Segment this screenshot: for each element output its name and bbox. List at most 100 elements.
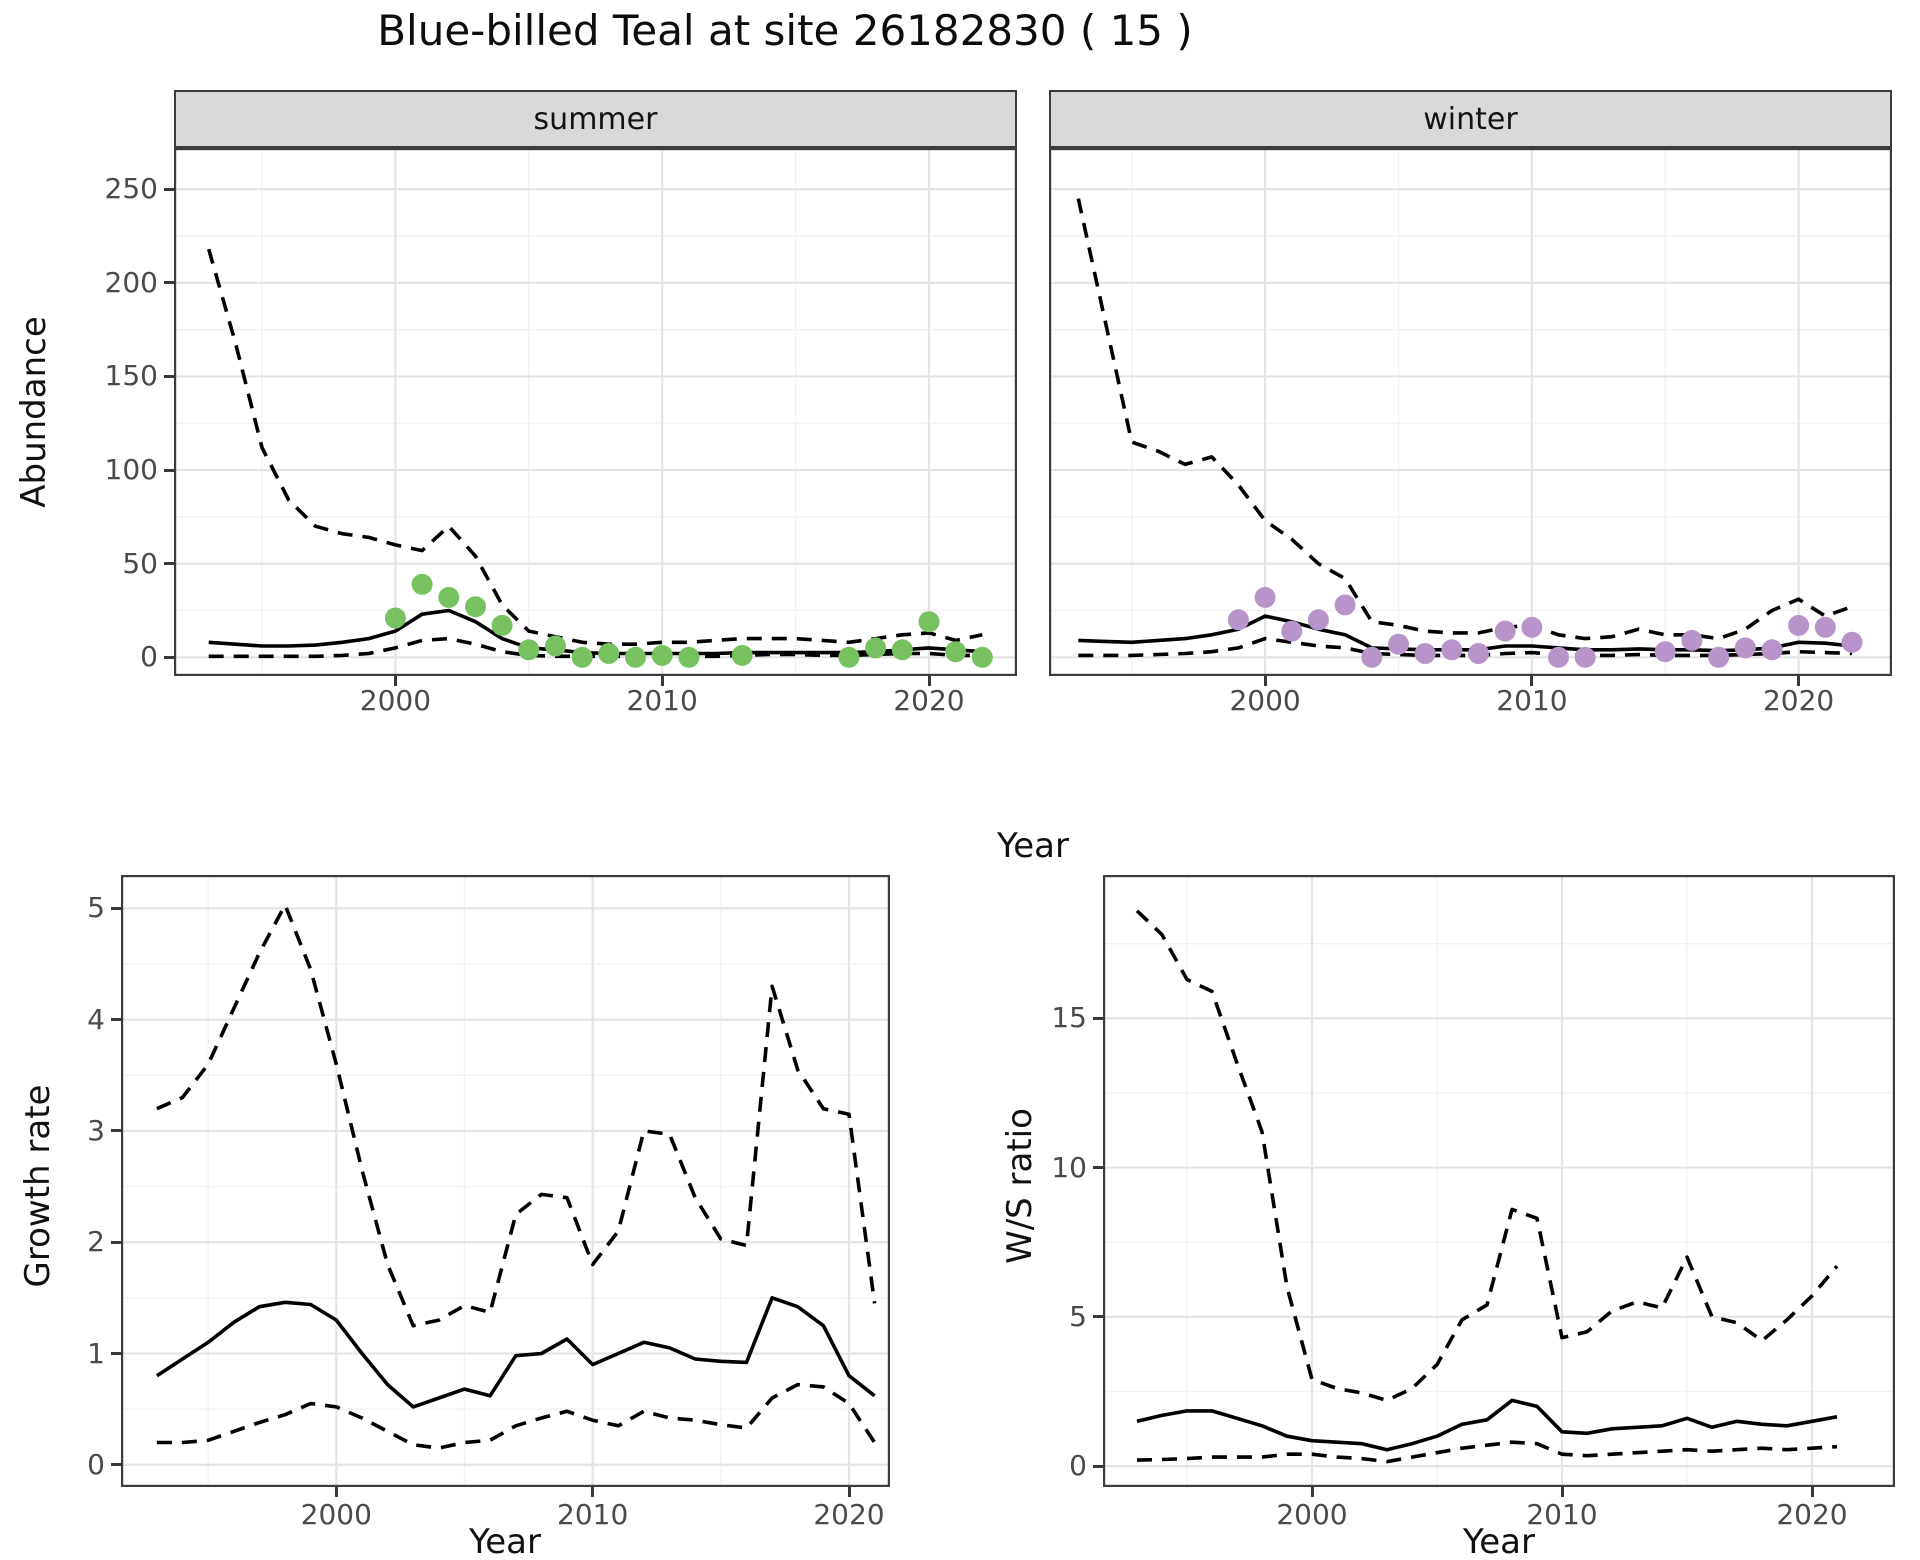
- facet-strip-winter: winter: [1049, 90, 1892, 148]
- y-tick-mark-growth-rate-3: [111, 1129, 121, 1133]
- x-tick-label-ws-ratio-2010: 2010: [1526, 1498, 1598, 1531]
- x-tick-label-abundance-winter-2000: 2000: [1229, 684, 1301, 717]
- point-observed_counts-2002: [1307, 609, 1329, 631]
- x-tick-mark-abundance-winter-2010: [1530, 676, 1534, 686]
- point-observed_counts-2000: [384, 607, 406, 629]
- y-axis-title-ws-ratio: W/S ratio: [1000, 1108, 1040, 1264]
- x-tick-label-abundance-winter-2010: 2010: [1496, 684, 1568, 717]
- point-observed_counts-2011: [678, 646, 700, 668]
- y-tick-label-growth-rate-5: 5: [87, 891, 105, 925]
- x-tick-label-abundance-summer-2020: 2020: [893, 684, 965, 717]
- y-tick-label-ws-ratio-5: 5: [1069, 1299, 1087, 1333]
- x-tick-label-abundance-summer-2000: 2000: [359, 684, 432, 717]
- y-tick-label-ws-ratio-0: 0: [1069, 1449, 1087, 1483]
- point-observed_counts-2022: [971, 646, 993, 668]
- series-lower_ci-abundance-winter: [1078, 636, 1853, 658]
- y-tick-mark-abundance-summer-100: [164, 468, 174, 472]
- y-tick-label-abundance-summer-200: 200: [104, 265, 158, 299]
- point-observed_counts-2017: [838, 646, 860, 668]
- point-observed_counts-2011: [1548, 646, 1569, 668]
- x-tick-mark-abundance-summer-2000: [393, 676, 397, 686]
- point-observed_counts-2007: [571, 646, 593, 668]
- point-observed_counts-2016: [1681, 629, 1703, 651]
- x-tick-label-growth-rate-2020: 2020: [813, 1498, 885, 1531]
- series-lower_ci-abundance-summer: [208, 636, 983, 659]
- y-tick-label-abundance-summer-100: 100: [104, 453, 158, 486]
- point-observed_counts-2001: [411, 573, 433, 595]
- point-observed_counts-2022: [1841, 631, 1863, 653]
- point-observed_counts-2009: [1494, 620, 1516, 642]
- point-observed_counts-2000: [1254, 586, 1276, 608]
- x-tick-label-growth-rate-2010: 2010: [557, 1498, 629, 1531]
- y-axis-title-abundance: Abundance: [14, 316, 54, 508]
- point-observed_counts-2020: [918, 611, 940, 633]
- series-mean-ws-ratio: [1136, 1398, 1838, 1452]
- point-observed_counts-2008: [598, 643, 620, 664]
- x-tick-mark-abundance-winter-2000: [1263, 676, 1267, 686]
- point-observed_counts-2003: [1334, 594, 1356, 616]
- y-tick-label-ws-ratio-15: 15: [1051, 1001, 1087, 1035]
- point-observed_counts-2004: [491, 614, 513, 636]
- y-tick-mark-ws-ratio-5: [1093, 1315, 1103, 1319]
- panel-abundance-winter: [1048, 147, 1893, 677]
- point-observed_counts-2006: [1414, 643, 1436, 664]
- point-observed_counts-1999: [1227, 609, 1249, 631]
- point-observed_counts-2017: [1708, 646, 1730, 668]
- point-observed_counts-2005: [518, 639, 540, 661]
- point-observed_counts-2012: [1574, 646, 1596, 668]
- y-tick-label-abundance-summer-0: 0: [140, 640, 158, 674]
- y-tick-mark-growth-rate-0: [111, 1463, 121, 1467]
- x-tick-label-ws-ratio-2000: 2000: [1276, 1498, 1348, 1531]
- panel-ws-ratio: [1102, 874, 1896, 1488]
- series-upper_ci-growth-rate: [156, 903, 877, 1328]
- chart-canvas-abundance-winter: [1048, 147, 1893, 677]
- point-observed_counts-2001: [1281, 620, 1303, 642]
- x-tick-mark-growth-rate-2010: [591, 1487, 595, 1497]
- x-axis-title-year-bottom-right: Year: [1463, 1522, 1535, 1560]
- y-tick-mark-ws-ratio-10: [1093, 1166, 1103, 1170]
- x-tick-mark-abundance-winter-2020: [1797, 676, 1801, 686]
- y-tick-mark-ws-ratio-15: [1093, 1016, 1103, 1020]
- x-tick-label-abundance-winter-2020: 2020: [1762, 684, 1835, 717]
- y-tick-mark-growth-rate-4: [111, 1018, 121, 1022]
- point-observed_counts-2021: [945, 641, 967, 663]
- series-upper_ci-abundance-winter: [1076, 198, 1853, 641]
- panel-growth-rate: [120, 874, 891, 1488]
- chart-canvas-growth-rate: [120, 874, 891, 1488]
- point-observed_counts-2008: [1468, 643, 1489, 664]
- x-tick-mark-growth-rate-2020: [847, 1487, 851, 1497]
- y-tick-label-growth-rate-4: 4: [87, 1002, 105, 1036]
- y-tick-mark-abundance-summer-250: [164, 187, 174, 191]
- point-observed_counts-2018: [865, 637, 887, 659]
- y-tick-label-abundance-summer-150: 150: [104, 359, 158, 393]
- x-axis-title-year-top: Year: [997, 826, 1069, 866]
- y-tick-mark-growth-rate-2: [111, 1240, 121, 1244]
- chart-canvas-abundance-summer: [173, 147, 1018, 677]
- x-tick-label-growth-rate-2000: 2000: [300, 1498, 372, 1531]
- x-tick-mark-abundance-summer-2020: [927, 676, 931, 686]
- point-observed_counts-2007: [1441, 639, 1463, 661]
- y-tick-label-growth-rate-0: 0: [87, 1447, 105, 1481]
- y-tick-mark-growth-rate-5: [111, 906, 121, 910]
- x-tick-mark-ws-ratio-2010: [1560, 1487, 1564, 1497]
- series-mean-growth-rate: [155, 1296, 876, 1409]
- point-observed_counts-2015: [1654, 641, 1676, 663]
- point-observed_counts-2018: [1734, 637, 1756, 659]
- y-tick-mark-abundance-summer-200: [164, 281, 174, 285]
- point-observed_counts-2002: [438, 586, 460, 608]
- y-tick-mark-growth-rate-1: [111, 1352, 121, 1355]
- plot-title: Blue-billed Teal at site 26182830 ( 15 ): [377, 6, 1193, 55]
- y-tick-label-growth-rate-2: 2: [87, 1225, 105, 1259]
- x-tick-mark-ws-ratio-2020: [1810, 1487, 1814, 1497]
- x-axis-title-year-bottom-left: Year: [469, 1522, 541, 1560]
- facet-strip-summer-label: summer: [533, 101, 658, 137]
- x-tick-label-abundance-summer-2010: 2010: [626, 684, 698, 717]
- y-tick-mark-abundance-summer-50: [164, 562, 174, 566]
- y-tick-label-abundance-summer-50: 50: [122, 546, 158, 580]
- panel-abundance-summer: [173, 147, 1018, 677]
- x-tick-mark-growth-rate-2000: [334, 1487, 338, 1497]
- series-upper_ci-abundance-summer: [206, 248, 983, 646]
- x-tick-mark-abundance-summer-2010: [660, 676, 664, 686]
- point-observed_counts-2021: [1814, 616, 1836, 638]
- y-tick-mark-abundance-summer-150: [164, 374, 174, 378]
